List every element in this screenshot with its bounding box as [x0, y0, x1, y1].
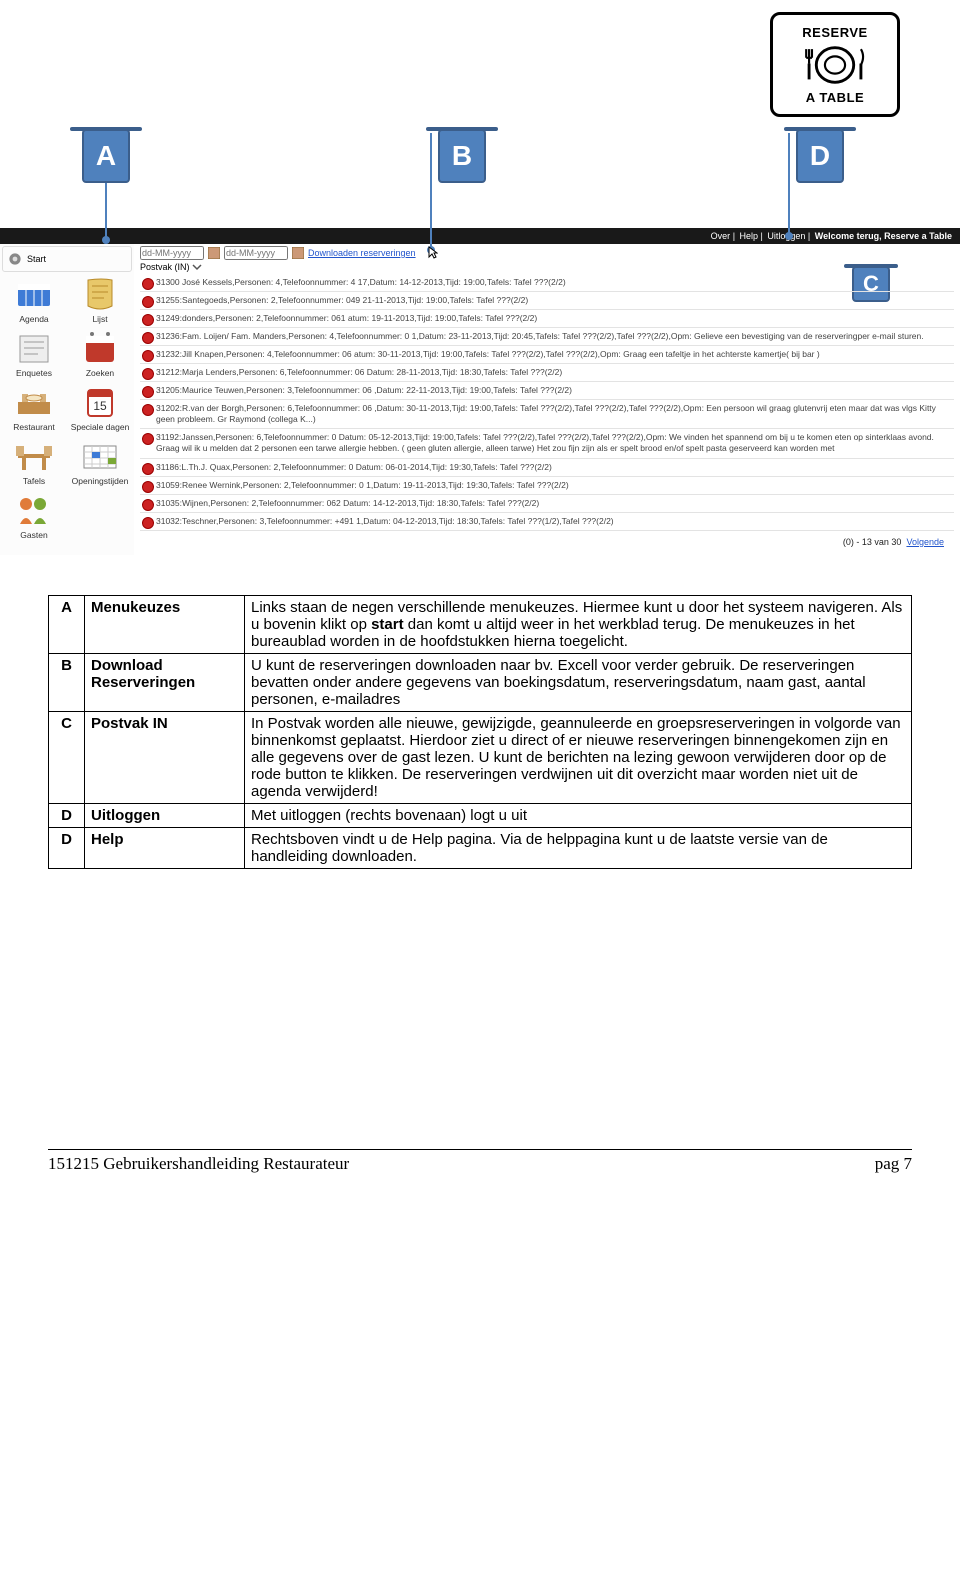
sidebar-icon [78, 330, 122, 366]
callout-b: B [438, 129, 486, 183]
svg-text:15: 15 [93, 399, 107, 413]
gear-icon [7, 251, 23, 267]
sidebar-item-enquetes[interactable]: Enquetes [2, 328, 66, 380]
sidebar-item-label: Zoeken [70, 368, 130, 378]
pager-range: (0) - 13 van 30 [843, 537, 902, 547]
sidebar-item-speciale dagen[interactable]: 15 Speciale dagen [68, 382, 132, 434]
reservation-row[interactable]: 31205:Maurice Teuwen,Personen: 3,Telefoo… [140, 382, 954, 400]
table-desc: U kunt de reserveringen downloaden naar … [245, 653, 912, 711]
sidebar-item-label: Lijst [70, 314, 130, 324]
table-key: B [49, 653, 85, 711]
table-desc: Rechtsboven vindt u de Help pagina. Via … [245, 827, 912, 868]
date-to-input[interactable] [224, 246, 288, 260]
sidebar: Start Agenda Lijst Enquetes Zoeken Restauran… [0, 244, 134, 555]
table-key: C [49, 711, 85, 803]
cursor-icon [428, 246, 438, 260]
table-row: AMenukeuzesLinks staan de negen verschil… [49, 595, 912, 653]
callout-a: A [82, 129, 130, 183]
sidebar-item-restaurant[interactable]: Restaurant [2, 382, 66, 434]
link-help[interactable]: Help [740, 231, 759, 241]
reservation-row[interactable]: 31059:Renee Wernink,Personen: 2,Telefoon… [140, 477, 954, 495]
download-reservations-link[interactable]: Downloaden reserveringen [308, 248, 416, 258]
callout-layer: A B D [0, 123, 960, 228]
callout-d: D [796, 129, 844, 183]
reservation-row[interactable]: 31202:R.van der Borgh,Personen: 6,Telefo… [140, 400, 954, 429]
reservation-row[interactable]: 31035:Wijnen,Personen: 2,Telefoonnummer:… [140, 495, 954, 513]
app-screenshot: Over | Help | Uitloggen | Welcome terug,… [0, 228, 960, 555]
table-label: Help [85, 827, 245, 868]
table-label: Download Reserveringen [85, 653, 245, 711]
explanation-table: AMenukeuzesLinks staan de negen verschil… [48, 595, 912, 869]
table-key: D [49, 827, 85, 868]
table-label: Postvak IN [85, 711, 245, 803]
sidebar-item-zoeken[interactable]: Zoeken [68, 328, 132, 380]
link-over[interactable]: Over [711, 231, 731, 241]
table-label: Menukeuzes [85, 595, 245, 653]
reservation-row[interactable]: 31212:Marja Lenders,Personen: 6,Telefoon… [140, 364, 954, 382]
reservation-row[interactable]: 31032:Teschner,Personen: 3,Telefoonnumme… [140, 513, 954, 531]
table-label: Uitloggen [85, 803, 245, 827]
sidebar-item-empty [68, 490, 132, 542]
top-bar: Over | Help | Uitloggen | Welcome terug,… [0, 228, 960, 244]
sidebar-icon [78, 276, 122, 312]
reservation-list: 31300 José Kessels,Personen: 4,Telefoonn… [140, 274, 954, 531]
reservation-row[interactable]: 31236:Fam. Loijen/ Fam. Manders,Personen… [140, 328, 954, 346]
chevron-down-icon[interactable] [192, 262, 202, 272]
sidebar-item-tafels[interactable]: Tafels [2, 436, 66, 488]
table-row: DHelpRechtsboven vindt u de Help pagina.… [49, 827, 912, 868]
table-row: BDownload ReserveringenU kunt de reserve… [49, 653, 912, 711]
reservation-row[interactable]: 31300 José Kessels,Personen: 4,Telefoonn… [140, 274, 954, 292]
calendar-icon [292, 247, 304, 259]
sidebar-item-label: Agenda [4, 314, 64, 324]
plate-icon [799, 40, 871, 90]
sidebar-item-agenda[interactable]: Agenda [2, 274, 66, 326]
table-desc: Links staan de negen verschillende menuk… [245, 595, 912, 653]
sidebar-start-label: Start [27, 254, 46, 264]
sidebar-icon [12, 492, 56, 528]
date-from-input[interactable] [140, 246, 204, 260]
pager: (0) - 13 van 30 Volgende [140, 531, 954, 553]
welcome-text: Welcome terug, Reserve a Table [815, 231, 952, 241]
sidebar-icon [78, 438, 122, 474]
table-desc: In Postvak worden alle nieuwe, gewijzigd… [245, 711, 912, 803]
sidebar-item-label: Enquetes [4, 368, 64, 378]
reservation-row[interactable]: 31255:Santegoeds,Personen: 2,Telefoonnum… [140, 292, 954, 310]
sidebar-item-label: Tafels [4, 476, 64, 486]
sidebar-item-label: Restaurant [4, 422, 64, 432]
sidebar-icon [12, 276, 56, 312]
logo-bottom-text: A TABLE [806, 90, 864, 105]
footer-right: pag 7 [875, 1154, 912, 1174]
calendar-icon [208, 247, 220, 259]
footer-left: 151215 Gebruikershandleiding Restaurateu… [48, 1154, 349, 1174]
table-desc: Met uitloggen (rechts bovenaan) logt u u… [245, 803, 912, 827]
logo-top-text: RESERVE [802, 25, 867, 40]
sidebar-item-gasten[interactable]: Gasten [2, 490, 66, 542]
reservation-row[interactable]: 31192:Janssen,Personen: 6,Telefoonnummer… [140, 429, 954, 458]
pager-next-link[interactable]: Volgende [906, 537, 944, 547]
reserve-a-table-logo: RESERVE A TABLE [770, 12, 900, 117]
table-row: DUitloggenMet uitloggen (rechts bovenaan… [49, 803, 912, 827]
sidebar-icon [12, 438, 56, 474]
table-key: D [49, 803, 85, 827]
table-row: CPostvak INIn Postvak worden alle nieuwe… [49, 711, 912, 803]
sidebar-item-openingstijden[interactable]: Openingstijden [68, 436, 132, 488]
main-panel: C Downloaden reserveringen Postvak (IN) … [134, 244, 960, 555]
sidebar-item-label: Speciale dagen [70, 422, 130, 432]
reservation-row[interactable]: 31186:L.Th.J. Quax,Personen: 2,Telefoonn… [140, 459, 954, 477]
reservation-row[interactable]: 31249:donders,Personen: 2,Telefoonnummer… [140, 310, 954, 328]
sidebar-item-lijst[interactable]: Lijst [68, 274, 132, 326]
reservation-row[interactable]: 31232:Jill Knapen,Personen: 4,Telefoonnu… [140, 346, 954, 364]
table-key: A [49, 595, 85, 653]
sidebar-item-start[interactable]: Start [2, 246, 132, 272]
page-footer: 151215 Gebruikershandleiding Restaurateu… [48, 1149, 912, 1204]
sidebar-icon: 15 [78, 384, 122, 420]
sidebar-item-label: Openingstijden [70, 476, 130, 486]
sidebar-icon [12, 330, 56, 366]
sidebar-icon [12, 384, 56, 420]
sidebar-item-label: Gasten [4, 530, 64, 540]
sidebar-icon [78, 492, 122, 528]
postvak-label: Postvak (IN) [140, 262, 190, 272]
